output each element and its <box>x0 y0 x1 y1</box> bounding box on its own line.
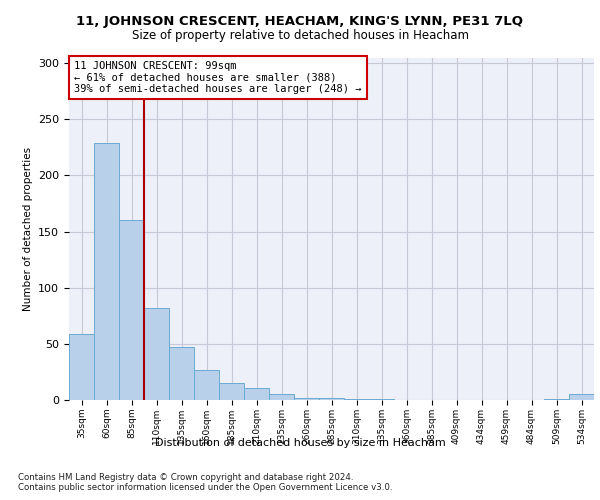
Bar <box>70 334 94 400</box>
Bar <box>194 370 218 400</box>
Text: Size of property relative to detached houses in Heacham: Size of property relative to detached ho… <box>131 29 469 42</box>
Text: Contains HM Land Registry data © Crown copyright and database right 2024.: Contains HM Land Registry data © Crown c… <box>18 472 353 482</box>
Text: Contains public sector information licensed under the Open Government Licence v3: Contains public sector information licen… <box>18 484 392 492</box>
Bar <box>569 394 593 400</box>
Text: Distribution of detached houses by size in Heacham: Distribution of detached houses by size … <box>155 438 445 448</box>
Bar <box>344 399 368 400</box>
Bar <box>370 399 394 400</box>
Bar <box>295 398 319 400</box>
Bar <box>269 394 293 400</box>
Bar <box>119 220 143 400</box>
Bar <box>220 383 244 400</box>
Bar <box>244 388 269 400</box>
Bar <box>319 398 344 400</box>
Bar <box>94 143 119 400</box>
Text: 11, JOHNSON CRESCENT, HEACHAM, KING'S LYNN, PE31 7LQ: 11, JOHNSON CRESCENT, HEACHAM, KING'S LY… <box>77 15 523 28</box>
Text: 11 JOHNSON CRESCENT: 99sqm
← 61% of detached houses are smaller (388)
39% of sem: 11 JOHNSON CRESCENT: 99sqm ← 61% of deta… <box>74 61 362 94</box>
Bar <box>544 399 569 400</box>
Bar <box>169 347 194 400</box>
Y-axis label: Number of detached properties: Number of detached properties <box>23 146 32 311</box>
Bar <box>145 308 169 400</box>
